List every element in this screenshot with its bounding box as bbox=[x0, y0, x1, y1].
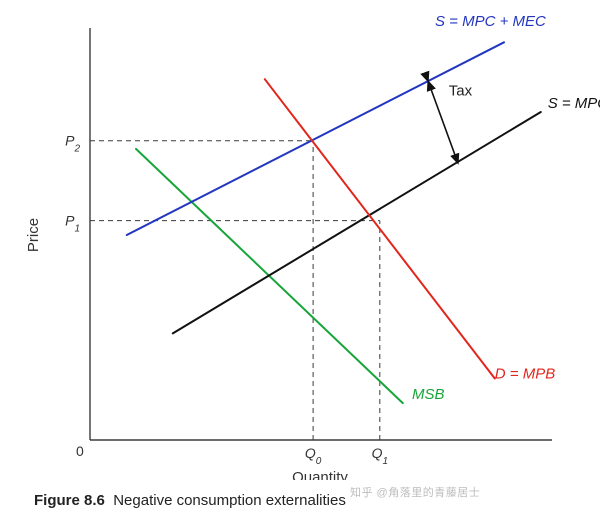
figure-wrap: Quantity Price 0 S = MPC + MEC S = MPC D = MP… bbox=[0, 0, 600, 526]
figure-caption: Figure 8.6 Negative consumption external… bbox=[34, 492, 346, 509]
label-msb: MSB bbox=[412, 386, 445, 403]
label-d-mpb: D = MPB bbox=[495, 366, 555, 383]
tax-label: Tax bbox=[449, 83, 473, 100]
watermark: 知乎 @角落里的青藤居士 bbox=[350, 484, 480, 500]
label-s-mpc: S = MPC bbox=[548, 95, 600, 112]
figure-number: Figure 8.6 bbox=[34, 492, 105, 509]
externalities-chart: Quantity Price 0 S = MPC + MEC S = MPC D = MP… bbox=[0, 0, 600, 480]
origin-label: 0 bbox=[76, 443, 84, 459]
y-axis-label: Price bbox=[25, 218, 42, 252]
label-s-mpc-mec: S = MPC + MEC bbox=[435, 13, 546, 30]
figure-title-text: Negative consumption externalities bbox=[113, 492, 346, 509]
x-axis-label: Quantity bbox=[292, 469, 348, 480]
